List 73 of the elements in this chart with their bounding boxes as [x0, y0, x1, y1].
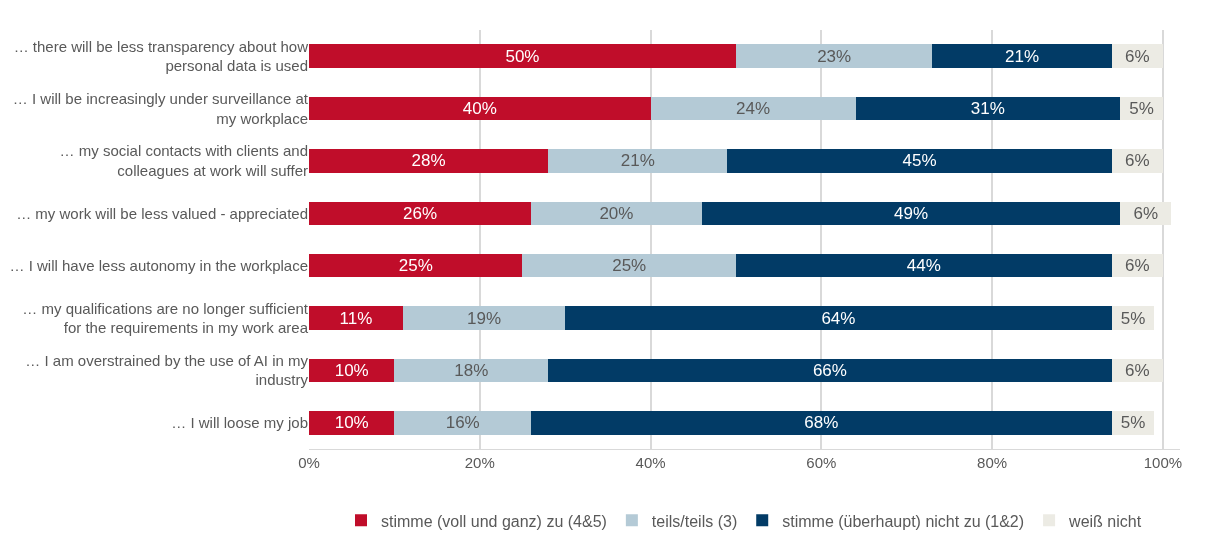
- bar: [309, 96, 651, 121]
- bar: [701, 201, 1121, 226]
- bar: [309, 149, 549, 173]
- data-label: 10%: [334, 413, 369, 433]
- data-label: 26%: [402, 203, 438, 223]
- legend-label: weiß nicht: [1068, 512, 1142, 530]
- bar: [531, 411, 1112, 435]
- bar: [309, 306, 403, 330]
- data-label: 40%: [462, 99, 497, 119]
- x-tick-label: 40%: [635, 454, 666, 471]
- data-label: 25%: [612, 256, 647, 276]
- data-label: 20%: [599, 203, 634, 223]
- data-label: 10%: [334, 360, 369, 380]
- x-tick-label: 80%: [977, 454, 1008, 471]
- bar: [932, 44, 1112, 68]
- data-label: 18%: [454, 360, 489, 380]
- legend-label: teils/teils (3): [651, 512, 738, 530]
- data-label: 11%: [339, 308, 373, 328]
- data-label: 21%: [1005, 46, 1040, 66]
- bar: [522, 253, 736, 278]
- data-label: 6%: [1125, 360, 1150, 380]
- data-label: 28%: [411, 151, 446, 171]
- data-label: 5%: [1120, 308, 1146, 328]
- bar: [855, 96, 1121, 121]
- data-label: 23%: [817, 46, 852, 66]
- data-label: 66%: [812, 360, 847, 380]
- bar: [309, 411, 395, 435]
- x-tick-label: 60%: [806, 454, 837, 471]
- bar: [309, 201, 532, 226]
- legend-label: stimme (überhaupt) nicht zu (1&2): [782, 512, 1025, 530]
- x-tick-label: 100%: [1143, 454, 1183, 471]
- data-label: 44%: [906, 256, 941, 276]
- data-label: 25%: [398, 256, 433, 276]
- data-label: 6%: [1125, 151, 1150, 171]
- data-label: 6%: [1133, 203, 1159, 223]
- bar: [394, 411, 532, 435]
- bar: [735, 44, 933, 68]
- data-label: 68%: [804, 413, 839, 433]
- bar: [309, 44, 736, 68]
- data-label: 49%: [894, 203, 929, 223]
- data-label: 64%: [821, 308, 856, 328]
- bar: [548, 149, 728, 173]
- data-label: 21%: [620, 151, 655, 171]
- x-tick-label: 0%: [298, 454, 320, 471]
- data-label: 50%: [505, 46, 540, 66]
- data-label: 45%: [902, 151, 937, 171]
- y-tick-label: … there will be less transparency about how personal data is used: [13, 37, 309, 75]
- bar: [727, 149, 1112, 173]
- y-tick-label: … my work will be less valued - appreciated: [16, 204, 308, 222]
- data-label: 19%: [467, 308, 502, 328]
- bar: [548, 358, 1112, 383]
- y-tick-label: … my social contacts with clients and colleagues at work will suffer: [59, 142, 308, 179]
- data-label: 6%: [1125, 256, 1150, 276]
- data-label: 31%: [970, 99, 1005, 119]
- bar: [650, 96, 856, 121]
- data-label: 5%: [1129, 99, 1154, 119]
- bar: [402, 306, 566, 330]
- y-tick-label: … I will be increasingly under surveillance at my workplace: [12, 90, 309, 127]
- data-label: 6%: [1125, 46, 1150, 66]
- bar: [565, 306, 1112, 330]
- legend-label: stimme (voll und ganz) zu (4&5): [381, 512, 607, 530]
- y-tick-label: … I will loose my job: [171, 414, 308, 432]
- x-tick-label: 20%: [464, 454, 495, 471]
- y-tick-label: … I will have less autonomy in the workplace: [9, 256, 308, 274]
- bar: [394, 358, 549, 383]
- y-tick-label: … I am overstrained by the use of AI in my industry: [25, 351, 309, 389]
- y-tick-label: … my qualifications are no longer sufficient for the requirements in my work area: [22, 299, 309, 337]
- bar: [309, 253, 523, 278]
- data-label: 24%: [736, 99, 771, 119]
- bar: [735, 253, 1112, 278]
- bar: [531, 201, 702, 226]
- data-label: 16%: [445, 413, 480, 433]
- data-label: 5%: [1120, 413, 1146, 433]
